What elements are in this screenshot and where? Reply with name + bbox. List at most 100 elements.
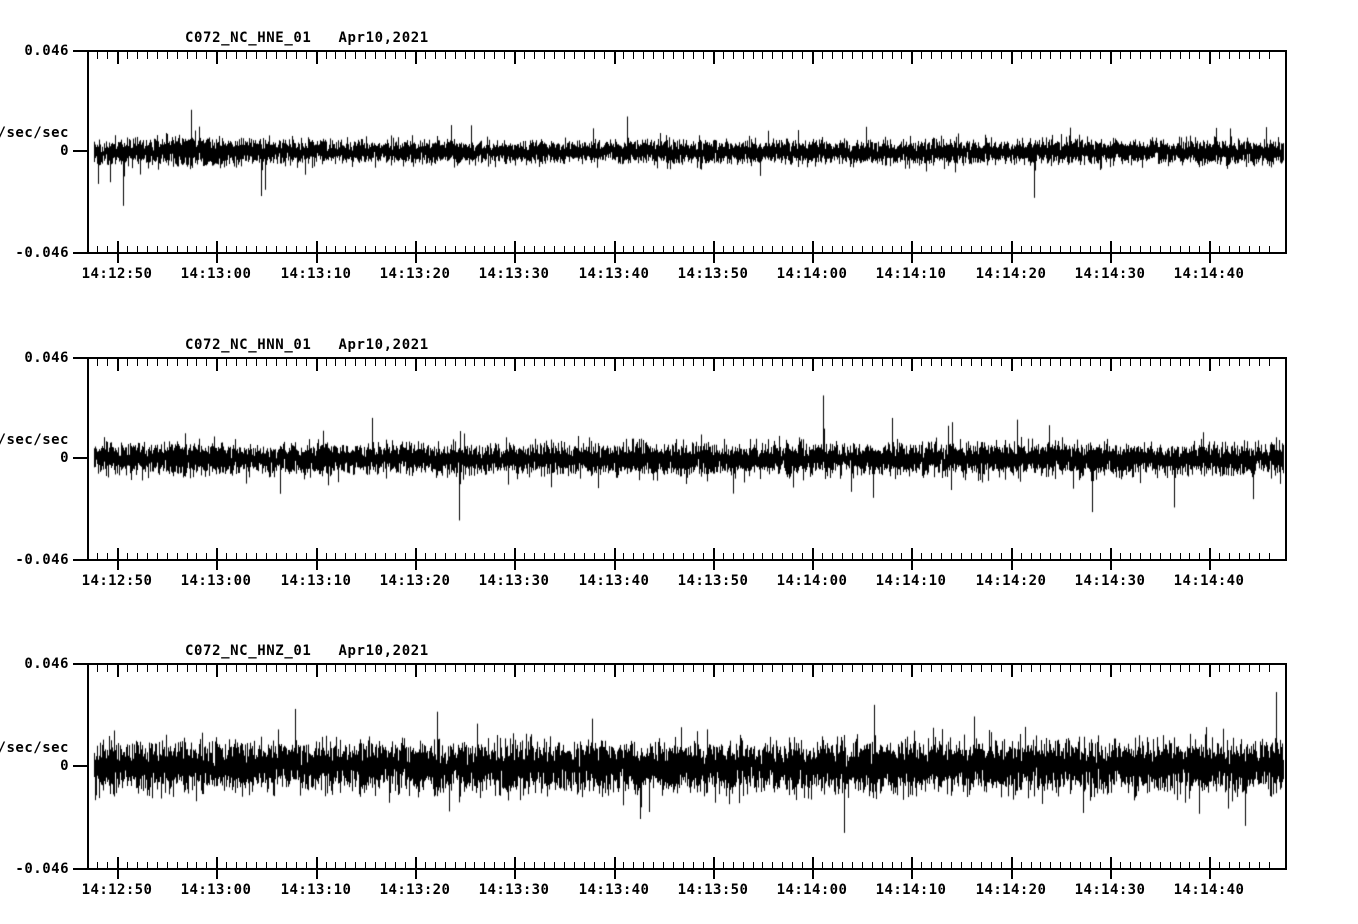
axis-tick: [147, 862, 148, 869]
axis-tick: [1199, 665, 1200, 672]
axis-tick: [1040, 52, 1041, 59]
axis-tick: [1031, 359, 1032, 366]
axis-tick: [316, 241, 318, 253]
axis-tick: [931, 246, 932, 253]
axis-tick: [375, 553, 376, 560]
axis-tick: [733, 665, 734, 672]
panel-title: C072_NC_HNZ_01 Apr10,2021: [185, 643, 429, 659]
axis-tick: [425, 52, 426, 59]
y-axis-min-label: -0.046: [15, 245, 69, 261]
axis-tick: [743, 862, 744, 869]
axis-tick: [1150, 665, 1151, 672]
axis-tick: [961, 246, 962, 253]
waveform-trace: [89, 359, 1285, 559]
axis-tick: [316, 254, 318, 263]
axis-tick: [723, 52, 724, 59]
axis-tick: [812, 359, 814, 371]
axis-tick: [226, 862, 227, 869]
axis-tick: [1259, 862, 1260, 869]
axis-tick: [1229, 52, 1230, 59]
axis-tick: [395, 665, 396, 672]
axis-tick: [1259, 553, 1260, 560]
axis-tick: [941, 665, 942, 672]
axis-tick: [256, 52, 257, 59]
axis-tick: [316, 52, 318, 64]
axis-tick: [504, 553, 505, 560]
axis-tick: [822, 862, 823, 869]
axis-tick: [465, 553, 466, 560]
axis-tick: [1259, 359, 1260, 366]
axis-tick: [226, 52, 227, 59]
waveform-trace: [89, 665, 1285, 868]
axis-tick: [713, 561, 715, 570]
axis-tick: [882, 246, 883, 253]
axis-tick: [703, 862, 704, 869]
axis-tick: [1050, 862, 1051, 869]
panel-title: C072_NC_HNN_01 Apr10,2021: [185, 337, 429, 353]
axis-tick: [117, 561, 119, 570]
axis-tick: [594, 52, 595, 59]
axis-tick: [97, 246, 98, 253]
axis-tick: [862, 52, 863, 59]
axis-tick: [286, 553, 287, 560]
axis-tick: [226, 246, 227, 253]
axis-tick: [1199, 246, 1200, 253]
axis-tick: [286, 52, 287, 59]
axis-tick: [1090, 665, 1091, 672]
axis-tick: [574, 359, 575, 366]
x-axis-tick-label: 14:14:30: [1074, 573, 1146, 589]
axis-tick: [623, 665, 624, 672]
axis-tick: [335, 246, 336, 253]
axis-tick: [981, 665, 982, 672]
axis-tick: [1160, 665, 1161, 672]
axis-tick: [1021, 665, 1022, 672]
axis-tick: [792, 246, 793, 253]
axis-tick: [524, 553, 525, 560]
axis-tick: [633, 52, 634, 59]
axis-tick: [445, 52, 446, 59]
axis-tick: [425, 553, 426, 560]
axis-tick: [1001, 862, 1002, 869]
y-axis-unit-label: cm/sec/sec: [0, 432, 69, 448]
axis-tick: [892, 665, 893, 672]
axis-tick: [1090, 52, 1091, 59]
axis-tick: [931, 665, 932, 672]
axis-tick: [484, 52, 485, 59]
axis-tick: [1031, 665, 1032, 672]
axis-tick: [385, 665, 386, 672]
axis-tick: [753, 553, 754, 560]
axis-tick: [1120, 665, 1121, 672]
axis-tick: [107, 665, 108, 672]
axis-tick: [1130, 246, 1131, 253]
axis-tick: [534, 665, 535, 672]
axis-tick: [683, 52, 684, 59]
axis-tick: [673, 665, 674, 672]
axis-tick: [1140, 359, 1141, 366]
axis-tick: [395, 862, 396, 869]
axis-tick: [852, 246, 853, 253]
axis-tick: [246, 665, 247, 672]
axis-tick: [604, 665, 605, 672]
axis-tick: [236, 359, 237, 366]
axis-tick: [614, 548, 616, 560]
axis-tick: [1050, 553, 1051, 560]
axis-tick: [1110, 359, 1112, 371]
axis-tick: [1269, 862, 1270, 869]
axis-tick: [921, 359, 922, 366]
axis-tick: [971, 665, 972, 672]
axis-tick: [901, 553, 902, 560]
axis-tick: [564, 359, 565, 366]
axis-tick: [713, 548, 715, 560]
y-axis-zero-label: 0: [60, 143, 69, 159]
axis-tick: [554, 665, 555, 672]
axis-tick: [1219, 862, 1220, 869]
axis-tick: [882, 665, 883, 672]
axis-tick: [633, 246, 634, 253]
axis-tick: [514, 254, 516, 263]
axis-tick: [623, 359, 624, 366]
axis-tick: [753, 665, 754, 672]
axis-tick: [822, 359, 823, 366]
axis-tick: [1140, 665, 1141, 672]
axis-tick: [1011, 857, 1013, 869]
axis-tick: [415, 665, 417, 677]
